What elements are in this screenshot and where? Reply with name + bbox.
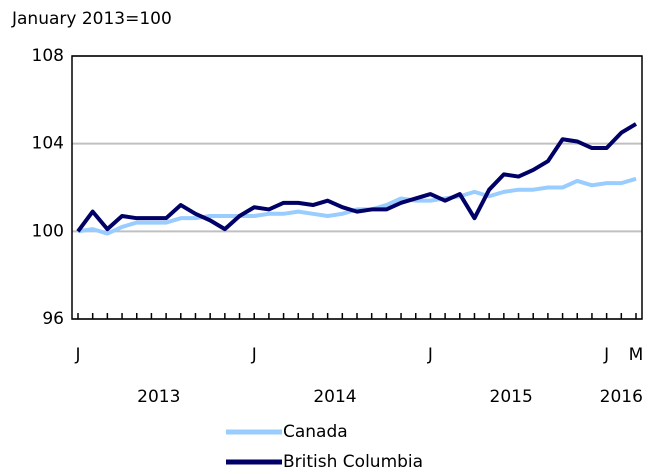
legend-label: Canada bbox=[283, 422, 348, 442]
year-label: 2014 bbox=[313, 387, 356, 407]
series-line bbox=[76, 122, 638, 233]
y-tick-label: 100 bbox=[32, 221, 64, 241]
year-label: 2013 bbox=[137, 387, 180, 407]
legend-label: British Columbia bbox=[283, 452, 423, 472]
y-tick-label: 104 bbox=[32, 134, 64, 154]
y-tick-label: 108 bbox=[32, 46, 64, 66]
x-tick-label: J bbox=[74, 345, 80, 365]
x-tick-label: J bbox=[427, 345, 433, 365]
y-axis-label: January 2013=100 bbox=[11, 9, 172, 29]
year-label: 2015 bbox=[490, 387, 533, 407]
x-tick-label: J bbox=[603, 345, 609, 365]
y-tick-label: 96 bbox=[42, 309, 64, 329]
x-tick-label: M bbox=[629, 345, 644, 365]
series-line bbox=[77, 176, 637, 236]
year-label: 2016 bbox=[600, 387, 643, 407]
x-tick-label: J bbox=[251, 345, 257, 365]
